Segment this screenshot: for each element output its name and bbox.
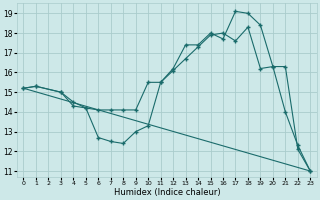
X-axis label: Humidex (Indice chaleur): Humidex (Indice chaleur)	[114, 188, 220, 197]
